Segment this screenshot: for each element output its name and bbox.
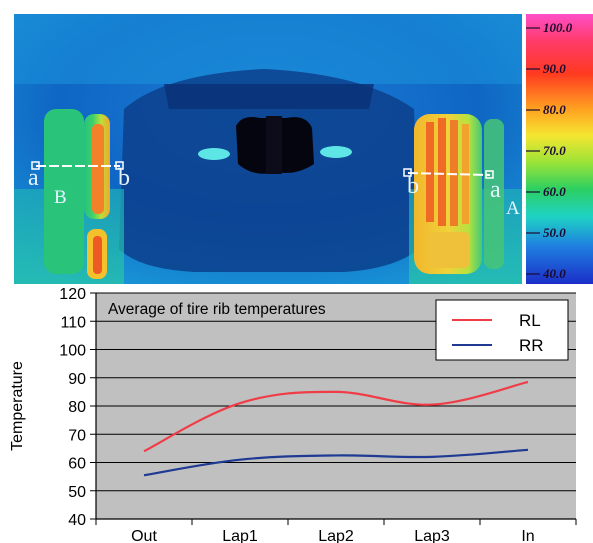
y-tick-label: 80 [68, 399, 86, 416]
temperature-scale-bar [522, 14, 593, 284]
thermal-image [14, 14, 522, 284]
y-tick-label: 40 [68, 512, 86, 529]
scale-label-90: 90.0 [543, 61, 566, 76]
annotation-left-a: a [28, 165, 39, 191]
x-tick-label: In [521, 528, 534, 543]
annotation-right-A: A [506, 198, 520, 219]
y-tick-label: 120 [59, 286, 86, 303]
y-axis-label: Temperature [9, 361, 26, 451]
y-tick-label: 50 [68, 484, 86, 501]
temperature-chart: 40 50 60 70 80 90 100 110 120 Out Lap1 Lap2 Lap3 In A… [9, 286, 577, 543]
y-tick-label: 90 [68, 371, 86, 388]
annotation-left-B: B [54, 187, 67, 208]
x-tick-label: Out [131, 528, 157, 543]
legend: RL RR [435, 299, 569, 361]
scale-label-80: 80.0 [543, 102, 566, 117]
left-measure-line [31, 161, 124, 170]
annotation-right-a: a [490, 177, 501, 203]
scale-label-50: 50.0 [543, 225, 566, 240]
y-tick-label: 70 [68, 427, 86, 444]
y-tick-label: 110 [60, 314, 86, 331]
legend-label-rr: RR [519, 336, 544, 355]
series-line-rl [143, 380, 529, 453]
axis-ticks: 40 50 60 70 80 90 100 110 120 Out Lap1 Lap2 Lap3 In [59, 286, 577, 543]
chart-title: Average of tire rib temperatures [108, 301, 326, 318]
scale-label-40: 40.0 [543, 266, 566, 281]
temperature-scale: 100.0 90.0 80.0 70.0 60.0 50.0 40.0 [522, 14, 593, 284]
right-measure-line [403, 168, 494, 179]
car-rear-wing [164, 84, 374, 109]
cyan-highlight-right [320, 146, 352, 158]
legend-label-rl: RL [519, 311, 541, 330]
y-tick-label: 60 [68, 456, 86, 473]
x-tick-label: Lap3 [414, 528, 450, 543]
scale-label-100: 100.0 [543, 20, 573, 35]
x-tick-label: Lap1 [222, 528, 258, 543]
legend-box [435, 299, 569, 361]
cyan-highlight-left [198, 148, 230, 160]
x-tick-label: Lap2 [318, 528, 354, 543]
series-lines [143, 380, 529, 477]
scale-label-70: 70.0 [543, 143, 566, 158]
y-tick-label: 100 [59, 343, 86, 360]
exhaust-center-spot [266, 116, 282, 174]
annotation-right-b: b [407, 173, 419, 199]
annotation-left-b: b [118, 165, 130, 191]
series-line-rr [143, 448, 529, 477]
left-tire [44, 109, 110, 279]
scale-label-60: 60.0 [543, 184, 566, 199]
